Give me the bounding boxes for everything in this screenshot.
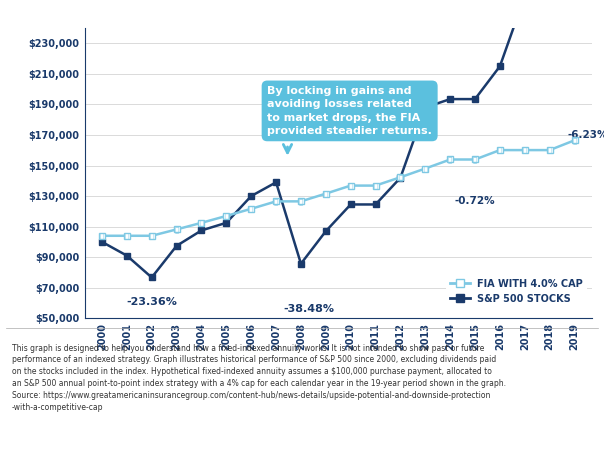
Text: 🔒: 🔒 xyxy=(274,198,278,205)
Text: 🔒: 🔒 xyxy=(547,147,552,154)
Text: 🔒: 🔒 xyxy=(100,233,104,239)
Text: 🔒: 🔒 xyxy=(398,174,402,181)
Text: 🔒: 🔒 xyxy=(473,156,477,163)
Text: 🔒: 🔒 xyxy=(224,212,228,219)
Text: 🔒: 🔒 xyxy=(124,233,129,239)
Text: 🔒: 🔒 xyxy=(349,183,353,189)
Text: 🔒: 🔒 xyxy=(324,190,328,197)
Text: 🔒: 🔒 xyxy=(299,198,303,205)
Text: -38.48%: -38.48% xyxy=(283,305,334,314)
Text: By locking in gains and
avoiding losses related
to market drops, the FIA
provide: By locking in gains and avoiding losses … xyxy=(267,86,432,136)
Text: 🔒: 🔒 xyxy=(522,147,527,154)
Text: 🔒: 🔒 xyxy=(150,233,154,239)
Text: 🔒: 🔒 xyxy=(175,226,179,233)
Text: This graph is designed to help you understand how a fixed-indexed annuity works.: This graph is designed to help you under… xyxy=(12,344,506,411)
Text: 🔒: 🔒 xyxy=(498,147,502,154)
Text: -6.23%: -6.23% xyxy=(567,130,604,140)
Text: 🔒: 🔒 xyxy=(423,165,428,172)
Text: 🔒: 🔒 xyxy=(249,205,253,212)
Text: 🔒: 🔒 xyxy=(573,137,577,144)
Legend: FIA WITH 4.0% CAP, S&P 500 STOCKS: FIA WITH 4.0% CAP, S&P 500 STOCKS xyxy=(446,275,587,307)
Text: 🔒: 🔒 xyxy=(199,219,204,226)
Text: 🔒: 🔒 xyxy=(373,183,378,189)
Text: -0.72%: -0.72% xyxy=(455,196,495,206)
Text: -23.36%: -23.36% xyxy=(126,297,177,307)
Text: 🔒: 🔒 xyxy=(448,156,452,163)
